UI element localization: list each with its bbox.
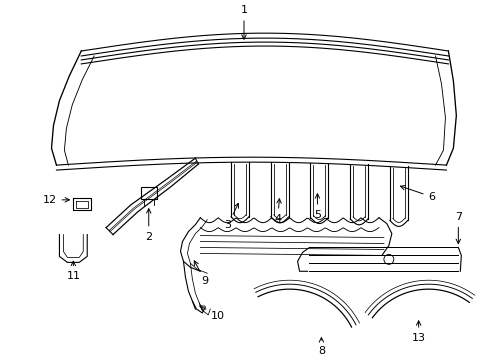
Text: 4: 4 [274,199,281,224]
Text: 10: 10 [200,306,225,321]
Text: 7: 7 [454,212,461,244]
Text: 2: 2 [145,209,152,242]
Text: 1: 1 [240,5,247,39]
Bar [141,187,156,199]
Text: 13: 13 [411,321,425,343]
Text: 11: 11 [66,261,80,281]
Text: 12: 12 [42,195,69,205]
Text: 5: 5 [313,194,320,220]
Text: 8: 8 [317,338,325,356]
Text: 9: 9 [194,261,208,286]
Text: 6: 6 [400,185,435,202]
Text: 3: 3 [224,203,238,230]
